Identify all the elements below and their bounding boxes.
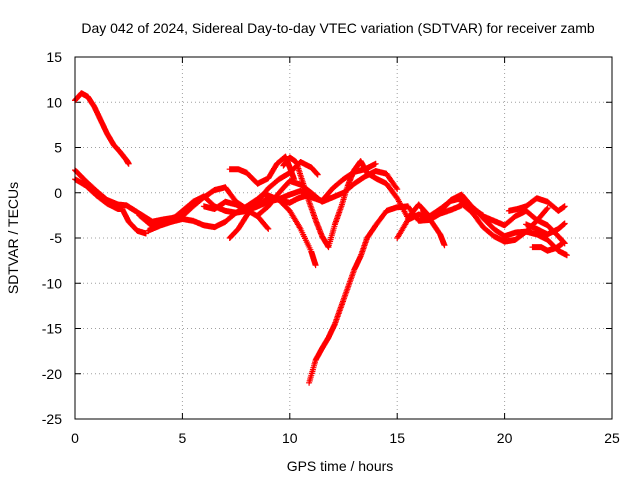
x-axis-label: GPS time / hours: [287, 458, 394, 474]
x-tick-label: 15: [389, 430, 405, 446]
data-points: [72, 90, 570, 386]
y-axis-label: SDTVAR / TECUs: [5, 182, 21, 294]
x-tick-label: 5: [179, 430, 187, 446]
data-point-markers: [72, 176, 149, 237]
data-point-markers: [523, 220, 568, 238]
series-track-19: [523, 220, 568, 238]
y-tick-label: 15: [46, 49, 62, 65]
data-point-markers: [529, 240, 566, 254]
y-tick-label: -5: [50, 230, 63, 246]
chart-title: Day 042 of 2024, Sidereal Day-to-day VTE…: [81, 20, 594, 36]
data-point-markers: [200, 198, 272, 232]
tick-labels: 0 5 10 15 20 25 15 10 5 0 -5 -10 -15 -20 -25: [42, 49, 620, 446]
grid: [75, 57, 612, 419]
y-tick-label: -20: [42, 366, 62, 382]
x-tick-label: 10: [282, 430, 298, 446]
series-track-14: [420, 207, 448, 249]
series-track-17: [505, 195, 568, 214]
series-track-18: [529, 240, 566, 254]
x-tick-label: 20: [497, 430, 513, 446]
y-tick-label: 0: [54, 185, 62, 201]
x-tick-label: 0: [71, 430, 79, 446]
data-point-markers: [72, 90, 132, 167]
data-point-markers: [306, 202, 465, 386]
plot-frame: [74, 56, 613, 420]
y-tick-label: -15: [42, 321, 62, 337]
data-point-markers: [505, 195, 568, 214]
y-tick-label: 10: [46, 94, 62, 110]
y-tick-label: -10: [42, 275, 62, 291]
series-track-3: [72, 176, 149, 237]
y-tick-label: -25: [42, 411, 62, 427]
series-track-1: [72, 90, 132, 167]
data-point-markers: [420, 207, 448, 249]
x-tick-label: 25: [604, 430, 620, 446]
series-track-7: [200, 198, 272, 232]
series-track-12: [306, 202, 465, 386]
y-tick-label: 5: [54, 140, 62, 156]
